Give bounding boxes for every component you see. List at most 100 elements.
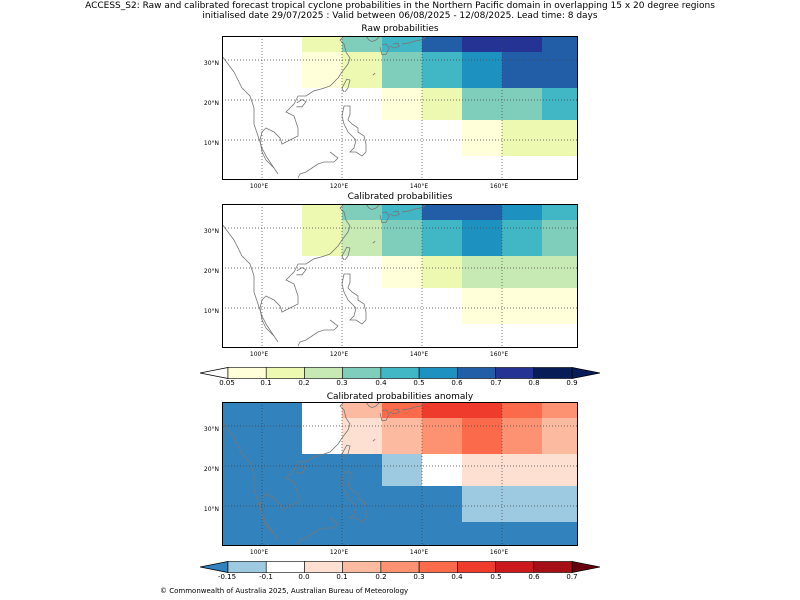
probability-cell — [502, 120, 578, 156]
lon-label-100e: 100°E — [249, 549, 269, 556]
probability-cell — [462, 256, 578, 288]
colorbar-segment — [533, 561, 573, 573]
panel-title-raw: Raw probabilities — [361, 24, 439, 34]
colorbar-tick-label: 0.4 — [375, 379, 387, 387]
panel-title-anomaly: Calibrated probabilities anomaly — [326, 392, 474, 402]
probability-cell — [502, 418, 542, 454]
colorbar-segment — [304, 367, 343, 379]
colorbar-tick-label: 0.6 — [451, 379, 463, 387]
lat-label-30n: 30°N — [203, 228, 219, 235]
colorbar-tick-label: 0.1 — [260, 379, 272, 387]
colorbar-under-arrow — [199, 367, 229, 379]
coastline — [222, 55, 279, 175]
probability-cell — [502, 402, 542, 418]
probability-cell — [542, 402, 578, 418]
probability-cell — [462, 418, 502, 454]
figure-title-line1: ACCESS_S2: Raw and calibrated forecast t… — [85, 1, 715, 11]
colorbar-segment — [380, 367, 420, 379]
colorbar-tick-label: 0.3 — [413, 573, 425, 581]
colorbar-segment — [265, 367, 305, 379]
coastline — [389, 42, 400, 49]
colorbar-segment — [265, 561, 305, 573]
coastline — [297, 517, 339, 545]
panel-title-calibrated: Calibrated probabilities — [347, 192, 453, 202]
probability-cell — [422, 402, 502, 418]
colorbar-segment — [533, 367, 573, 379]
probability-colorbar — [199, 364, 601, 379]
colorbar-segment — [495, 367, 535, 379]
probability-cell — [382, 220, 422, 256]
colorbar-tick-label: 0.2 — [375, 573, 387, 581]
lat-label-20n: 20°N — [203, 100, 219, 107]
colorbar-under-arrow — [199, 561, 229, 573]
probability-cell — [342, 402, 382, 418]
probability-cell — [462, 52, 502, 88]
probability-cell — [422, 256, 462, 288]
probability-cell — [462, 454, 578, 486]
figure-title-line2: initialised date 29/07/2025 : Valid betw… — [202, 11, 598, 21]
colorbar-tick-label: -0.15 — [217, 573, 237, 581]
map-calibrated-probabilities — [222, 204, 578, 348]
colorbar-svg — [199, 561, 601, 573]
coastline — [297, 319, 339, 347]
probability-cell — [462, 36, 542, 52]
probability-cell — [342, 36, 382, 52]
probability-cell — [542, 418, 578, 454]
probability-cell — [342, 418, 382, 454]
probability-cell — [422, 418, 462, 454]
map-svg — [222, 36, 578, 180]
lat-label-10n: 10°N — [203, 140, 219, 147]
lon-label-120e: 120°E — [329, 351, 349, 358]
coastline — [365, 36, 381, 43]
coastline — [341, 246, 351, 261]
probability-cell — [462, 220, 502, 256]
probability-cell — [302, 36, 342, 52]
probability-cell — [422, 36, 462, 52]
probability-cell — [382, 256, 422, 288]
probability-cell — [302, 418, 342, 454]
coastline — [389, 408, 400, 415]
colorbar-segment — [342, 367, 382, 379]
colorbar-tick-label: 0.6 — [528, 573, 540, 581]
coastline — [222, 223, 279, 343]
lat-label-10n: 10°N — [203, 308, 219, 315]
colorbar-tick-label: 0.5 — [490, 573, 502, 581]
colorbar-tick-label: 0.3 — [336, 379, 348, 387]
probability-cell — [502, 220, 542, 256]
coastline — [372, 72, 376, 76]
probability-cell — [502, 204, 542, 220]
probability-cell — [542, 88, 578, 120]
coastline — [379, 211, 390, 224]
coastline — [259, 263, 299, 337]
lon-label-100e: 100°E — [249, 183, 269, 190]
map-frame — [222, 204, 578, 348]
probability-cell — [422, 220, 462, 256]
probability-cell — [462, 486, 578, 522]
colorbar-segment — [380, 561, 420, 573]
coastline — [296, 99, 307, 108]
probability-cell — [462, 120, 502, 156]
map-frame — [222, 402, 578, 546]
colorbar-tick-label: 0.2 — [298, 379, 310, 387]
coastline — [296, 267, 307, 276]
colorbar-tick-label: 0.0 — [298, 573, 310, 581]
lon-label-140e: 140°E — [409, 351, 429, 358]
coastline — [297, 151, 339, 179]
lon-label-160e: 160°E — [489, 183, 509, 190]
coastline — [341, 471, 367, 523]
coastline — [341, 273, 367, 325]
lat-label-20n: 20°N — [203, 268, 219, 275]
coastline — [341, 444, 351, 459]
lon-label-160e: 160°E — [489, 351, 509, 358]
lon-label-160e: 160°E — [489, 549, 509, 556]
probability-cell — [542, 220, 578, 256]
colorbar-tick-label: 0.4 — [451, 573, 463, 581]
colorbar-segment — [418, 367, 458, 379]
lat-label-30n: 30°N — [203, 60, 219, 67]
lon-label-140e: 140°E — [409, 183, 429, 190]
probability-cell — [502, 52, 578, 88]
lon-label-140e: 140°E — [409, 549, 429, 556]
coastline — [259, 95, 299, 169]
colorbar-tick-label: 0.8 — [528, 379, 540, 387]
colorbar-segment — [342, 561, 382, 573]
